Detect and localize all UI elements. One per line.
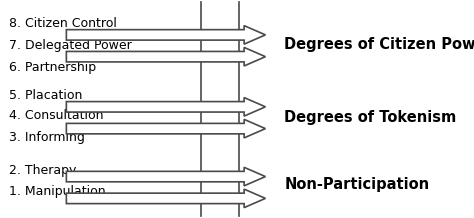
Text: 7. Delegated Power: 7. Delegated Power: [9, 39, 132, 52]
Polygon shape: [66, 119, 265, 138]
Polygon shape: [66, 26, 265, 44]
Text: 2. Therapy: 2. Therapy: [9, 164, 77, 177]
Polygon shape: [66, 189, 265, 208]
Text: Non-Participation: Non-Participation: [284, 177, 429, 192]
Polygon shape: [66, 98, 265, 116]
Text: 5. Placation: 5. Placation: [9, 89, 83, 102]
Text: 1. Manipulation: 1. Manipulation: [9, 185, 106, 198]
Text: 6. Partnership: 6. Partnership: [9, 61, 97, 74]
Text: 4. Consultation: 4. Consultation: [9, 109, 104, 122]
Text: Degrees of Citizen Power: Degrees of Citizen Power: [284, 37, 474, 52]
Text: Degrees of Tokenism: Degrees of Tokenism: [284, 110, 456, 125]
Text: 8. Citizen Control: 8. Citizen Control: [9, 17, 118, 31]
Text: 3. Informing: 3. Informing: [9, 131, 85, 144]
Polygon shape: [66, 48, 265, 66]
Polygon shape: [66, 167, 265, 186]
